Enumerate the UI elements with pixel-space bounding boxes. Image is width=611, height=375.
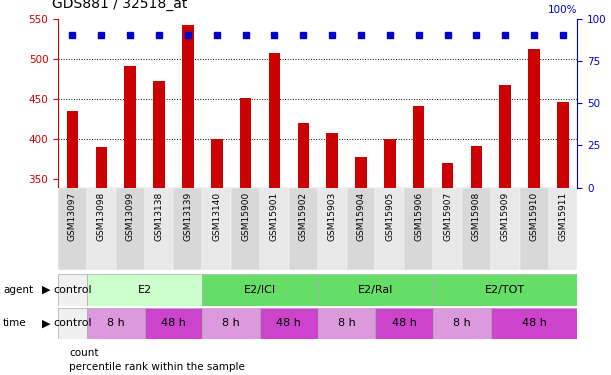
Bar [375, 308, 433, 339]
Bar [462, 188, 491, 270]
Bar [470, 146, 482, 188]
Text: GSM15901: GSM15901 [270, 192, 279, 241]
Text: ▶: ▶ [42, 318, 50, 328]
Text: 48 h: 48 h [522, 318, 547, 328]
Bar [520, 188, 549, 270]
Bar [260, 308, 318, 339]
Bar [491, 308, 577, 339]
Bar [491, 188, 520, 270]
Bar [529, 49, 540, 188]
Text: GSM15904: GSM15904 [356, 192, 365, 241]
Text: GSM13099: GSM13099 [126, 192, 134, 241]
Bar [211, 139, 222, 188]
Bar [202, 188, 231, 270]
Bar [87, 308, 145, 339]
Bar [202, 274, 318, 306]
Bar [58, 274, 87, 306]
Text: E2/Ral: E2/Ral [357, 285, 393, 295]
Text: GSM13139: GSM13139 [183, 192, 192, 241]
Text: GSM15910: GSM15910 [530, 192, 539, 241]
Bar [433, 188, 462, 270]
Bar [433, 308, 491, 339]
Text: GSM13140: GSM13140 [212, 192, 221, 241]
Bar [500, 85, 511, 188]
Bar [87, 274, 202, 306]
Bar [384, 139, 396, 188]
Bar [67, 111, 78, 188]
Text: time: time [3, 318, 27, 328]
Text: count: count [69, 348, 98, 357]
Bar [355, 157, 367, 188]
Bar [318, 188, 346, 270]
Bar [326, 133, 338, 188]
Text: 100%: 100% [548, 5, 577, 15]
Bar [549, 188, 577, 270]
Bar [240, 98, 251, 188]
Bar [260, 188, 289, 270]
Bar [58, 188, 87, 270]
Text: GSM15905: GSM15905 [386, 192, 394, 241]
Bar [145, 188, 174, 270]
Text: 8 h: 8 h [222, 318, 240, 328]
Bar [318, 308, 375, 339]
Text: 48 h: 48 h [276, 318, 301, 328]
Text: E2/ICI: E2/ICI [244, 285, 276, 295]
Bar [318, 274, 433, 306]
Bar [375, 188, 404, 270]
Bar [174, 188, 202, 270]
Bar [153, 81, 165, 188]
Text: GSM15906: GSM15906 [414, 192, 423, 241]
Text: GDS881 / 32518_at: GDS881 / 32518_at [52, 0, 188, 11]
Text: 8 h: 8 h [107, 318, 125, 328]
Text: 8 h: 8 h [453, 318, 471, 328]
Text: GSM13097: GSM13097 [68, 192, 77, 241]
Bar [289, 188, 318, 270]
Text: GSM15908: GSM15908 [472, 192, 481, 241]
Bar [182, 25, 194, 188]
Bar [87, 188, 115, 270]
Bar [269, 53, 280, 188]
Text: E2: E2 [137, 285, 152, 295]
Text: 8 h: 8 h [338, 318, 356, 328]
Bar [115, 188, 145, 270]
Text: agent: agent [3, 285, 33, 295]
Bar [298, 123, 309, 188]
Text: GSM15907: GSM15907 [443, 192, 452, 241]
Text: percentile rank within the sample: percentile rank within the sample [69, 362, 245, 372]
Text: GSM13138: GSM13138 [155, 192, 164, 241]
Bar [413, 106, 425, 188]
Text: GSM15900: GSM15900 [241, 192, 250, 241]
Bar [202, 308, 260, 339]
Bar [433, 274, 577, 306]
Text: GSM15902: GSM15902 [299, 192, 308, 241]
Bar [125, 66, 136, 188]
Bar [58, 308, 87, 339]
Text: GSM15903: GSM15903 [327, 192, 337, 241]
Text: E2/TOT: E2/TOT [485, 285, 525, 295]
Text: GSM15911: GSM15911 [558, 192, 568, 241]
Text: control: control [53, 285, 92, 295]
Text: control: control [53, 318, 92, 328]
Bar [442, 164, 453, 188]
Bar [231, 188, 260, 270]
Text: 48 h: 48 h [161, 318, 186, 328]
Bar [145, 308, 202, 339]
Text: GSM13098: GSM13098 [97, 192, 106, 241]
Text: 48 h: 48 h [392, 318, 417, 328]
Text: GSM15909: GSM15909 [501, 192, 510, 241]
Text: ▶: ▶ [42, 285, 50, 295]
Bar [557, 102, 569, 188]
Bar [404, 188, 433, 270]
Bar [346, 188, 375, 270]
Bar [95, 147, 107, 188]
